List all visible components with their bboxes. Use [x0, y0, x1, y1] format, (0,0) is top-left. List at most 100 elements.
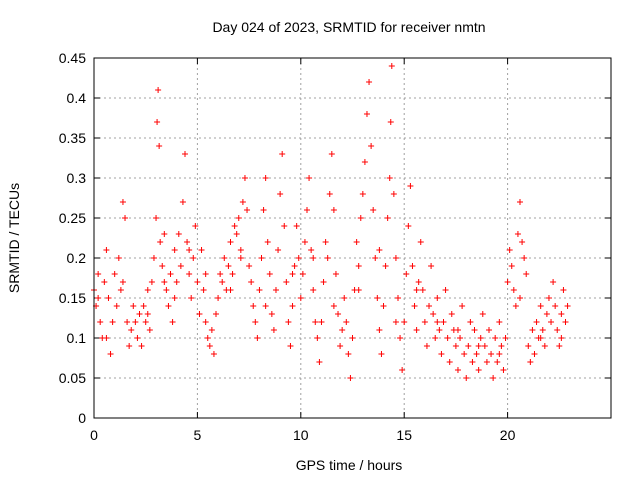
data-point	[343, 319, 350, 325]
data-point	[413, 287, 420, 293]
x-tick-label: 5	[194, 427, 202, 443]
data-point	[237, 247, 244, 253]
data-point	[192, 223, 199, 229]
data-point	[148, 279, 155, 285]
data-point	[512, 303, 519, 309]
data-point	[219, 279, 226, 285]
data-point	[388, 63, 395, 69]
data-point	[380, 303, 387, 309]
grid-lines	[94, 58, 611, 418]
data-point	[95, 295, 102, 301]
data-point	[107, 351, 114, 357]
data-point	[376, 247, 383, 253]
data-point	[159, 263, 166, 269]
data-point	[281, 223, 288, 229]
data-point	[244, 207, 251, 213]
data-point	[285, 319, 292, 325]
data-point	[138, 343, 145, 349]
data-point	[390, 191, 397, 197]
data-point	[564, 303, 571, 309]
data-point	[440, 319, 447, 325]
data-point	[103, 335, 110, 341]
data-point	[130, 303, 137, 309]
data-point	[508, 263, 515, 269]
y-tick-label: 0.15	[59, 290, 86, 306]
data-point	[355, 287, 362, 293]
y-tick-label: 0.25	[59, 210, 86, 226]
data-point	[519, 239, 526, 245]
data-point	[347, 375, 354, 381]
data-point	[376, 327, 383, 333]
data-point	[417, 239, 424, 245]
data-point	[382, 263, 389, 269]
data-point	[310, 287, 317, 293]
data-point	[523, 271, 530, 277]
data-point	[295, 255, 302, 261]
data-point	[556, 343, 563, 349]
x-axis-ticks: 0 5 10 15 20	[90, 58, 516, 443]
data-point	[262, 175, 269, 181]
data-point	[552, 303, 559, 309]
data-point	[446, 359, 453, 365]
data-point	[467, 319, 474, 325]
data-point	[254, 335, 261, 341]
y-axis-label: SRMTID / TECUs	[6, 183, 22, 293]
data-point	[177, 263, 184, 269]
data-point	[233, 231, 240, 237]
data-point	[531, 351, 538, 357]
data-point	[128, 327, 135, 333]
data-point	[124, 319, 131, 325]
data-point	[301, 239, 308, 245]
data-point	[142, 319, 149, 325]
data-point	[173, 279, 180, 285]
data-point	[494, 359, 501, 365]
x-tick-label: 15	[396, 427, 412, 443]
data-point	[537, 335, 544, 341]
data-point	[454, 367, 461, 373]
data-point	[543, 311, 550, 317]
data-point	[359, 191, 366, 197]
x-tick-label: 10	[293, 427, 309, 443]
data-point	[179, 199, 186, 205]
data-point	[471, 327, 478, 333]
data-point	[353, 239, 360, 245]
data-point	[539, 327, 546, 333]
data-point	[349, 335, 356, 341]
data-point	[171, 247, 178, 253]
data-point	[434, 295, 441, 301]
data-point	[227, 239, 234, 245]
data-point	[399, 367, 406, 373]
data-point	[204, 335, 211, 341]
data-point	[260, 207, 267, 213]
data-point	[115, 255, 122, 261]
data-point	[527, 359, 534, 365]
data-point	[237, 255, 244, 261]
data-point	[475, 367, 482, 373]
data-point	[155, 87, 162, 93]
data-point	[483, 359, 490, 365]
data-point	[194, 279, 201, 285]
data-point	[521, 255, 528, 261]
y-tick-label: 0.35	[59, 130, 86, 146]
data-point	[345, 351, 352, 357]
data-point	[517, 295, 524, 301]
data-point	[428, 263, 435, 269]
data-point	[101, 279, 108, 285]
data-point	[154, 119, 161, 125]
data-point	[308, 247, 315, 253]
data-point	[157, 239, 164, 245]
data-point	[423, 343, 430, 349]
data-point	[500, 367, 507, 373]
x-tick-label: 0	[90, 427, 98, 443]
data-point	[202, 319, 209, 325]
data-point	[140, 303, 147, 309]
data-point	[132, 319, 139, 325]
data-point	[165, 303, 172, 309]
data-point	[545, 295, 552, 301]
data-point	[186, 271, 193, 277]
data-point	[411, 303, 418, 309]
data-point	[144, 287, 151, 293]
data-point	[153, 215, 160, 221]
data-point	[163, 287, 170, 293]
